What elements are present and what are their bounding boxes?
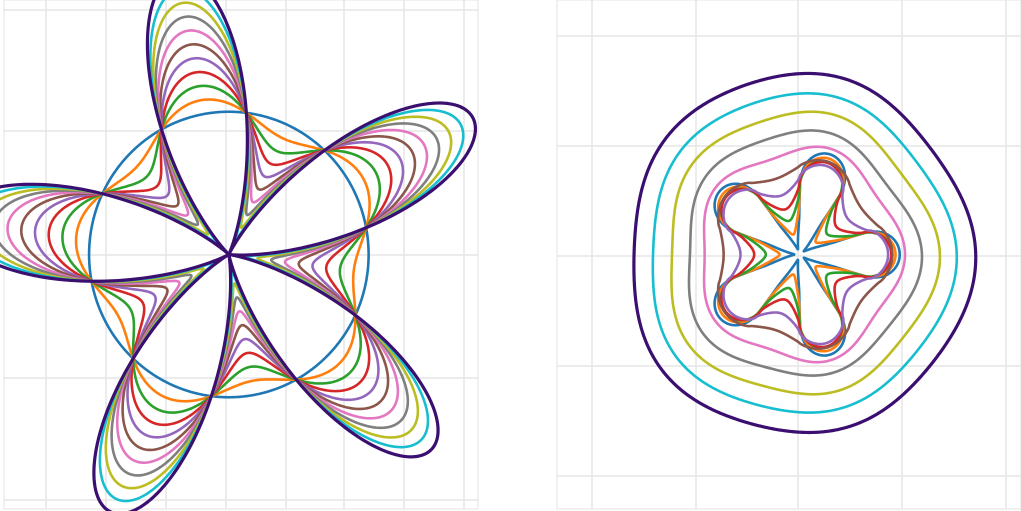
left-chart	[0, 0, 479, 511]
right-series-line-2	[716, 156, 897, 353]
right-series-group	[632, 71, 978, 435]
left-series-line-11	[0, 0, 478, 511]
left-series-line-1	[87, 110, 370, 399]
right-series-line-9	[670, 110, 942, 396]
right-series-line-7	[702, 145, 907, 364]
right-series-line-5	[722, 163, 890, 346]
right-series-line-11	[632, 71, 978, 435]
right-series-line-8	[687, 129, 924, 377]
left-series-group	[0, 0, 478, 511]
right-chart	[556, 0, 1021, 510]
right-series-line-10	[651, 92, 959, 414]
right-series-line-6	[716, 158, 894, 351]
